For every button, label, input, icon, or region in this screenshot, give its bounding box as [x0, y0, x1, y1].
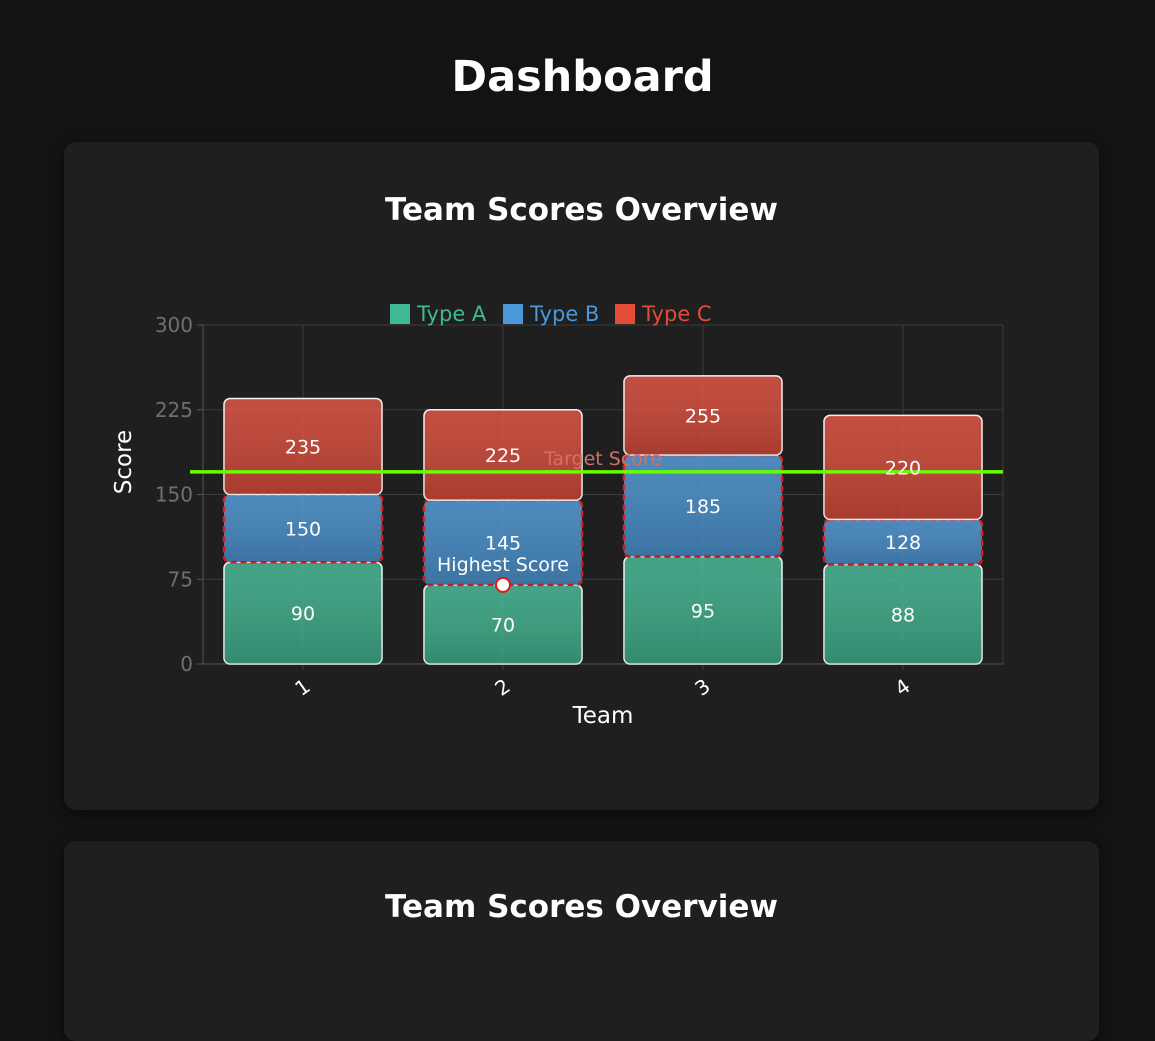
page-title: Dashboard [451, 52, 714, 102]
x-axis-title: Team [572, 703, 634, 729]
legend-swatch [390, 304, 410, 324]
bar-value-label: 128 [885, 532, 921, 554]
y-tick-label: 300 [155, 313, 193, 337]
bar-value-label: 150 [285, 518, 321, 540]
bar-shade [824, 415, 982, 520]
bar-shade [424, 500, 582, 585]
y-tick-label: 150 [155, 483, 193, 507]
bar-shade [624, 556, 782, 664]
bar-value-label: 255 [685, 405, 721, 427]
y-tick-label: 0 [180, 652, 193, 676]
bar-value-label: 90 [291, 603, 315, 625]
target-line-label: Target Score [543, 448, 662, 470]
bar-value-label: 225 [485, 445, 521, 467]
x-tick-label: 2 [490, 674, 514, 701]
bar-shade [424, 584, 582, 664]
x-tick-label: 3 [690, 674, 714, 701]
bar-shade [824, 519, 982, 565]
bar-shade [224, 562, 382, 664]
bar-value-label: 220 [885, 457, 921, 479]
card-title: Team Scores Overview [385, 192, 778, 228]
y-axis-title: Score [111, 430, 137, 494]
bar-value-label: 235 [285, 436, 321, 458]
chart-bars [222, 375, 984, 665]
y-tick-label: 225 [155, 398, 193, 422]
highest-score-marker [495, 576, 511, 593]
legend-label: Type B [529, 302, 599, 326]
highest-score-label: Highest Score [437, 554, 569, 576]
bar-value-label: 88 [891, 604, 915, 626]
bar-value-label: 145 [485, 533, 521, 555]
bar-value-label: 70 [491, 614, 515, 636]
legend-label: Type A [416, 302, 487, 326]
x-tick-label: 4 [890, 674, 914, 701]
bar-value-label: 185 [685, 496, 721, 518]
bar-shade [224, 494, 382, 563]
team-scores-chart: 0 75 150 225 300 90 150 235 70 145 225 95 185 255 88 1… [111, 302, 1004, 729]
bar-shade [624, 454, 782, 557]
legend-label: Type C [641, 302, 712, 326]
y-tick-label: 75 [168, 567, 193, 591]
bar-value-label: 95 [691, 600, 715, 622]
bar-shade [624, 375, 782, 455]
legend-swatch [615, 304, 635, 324]
bar-shade [424, 409, 582, 501]
legend-swatch [503, 304, 523, 324]
bar-shade [824, 564, 982, 664]
x-tick-label: 1 [290, 674, 314, 701]
